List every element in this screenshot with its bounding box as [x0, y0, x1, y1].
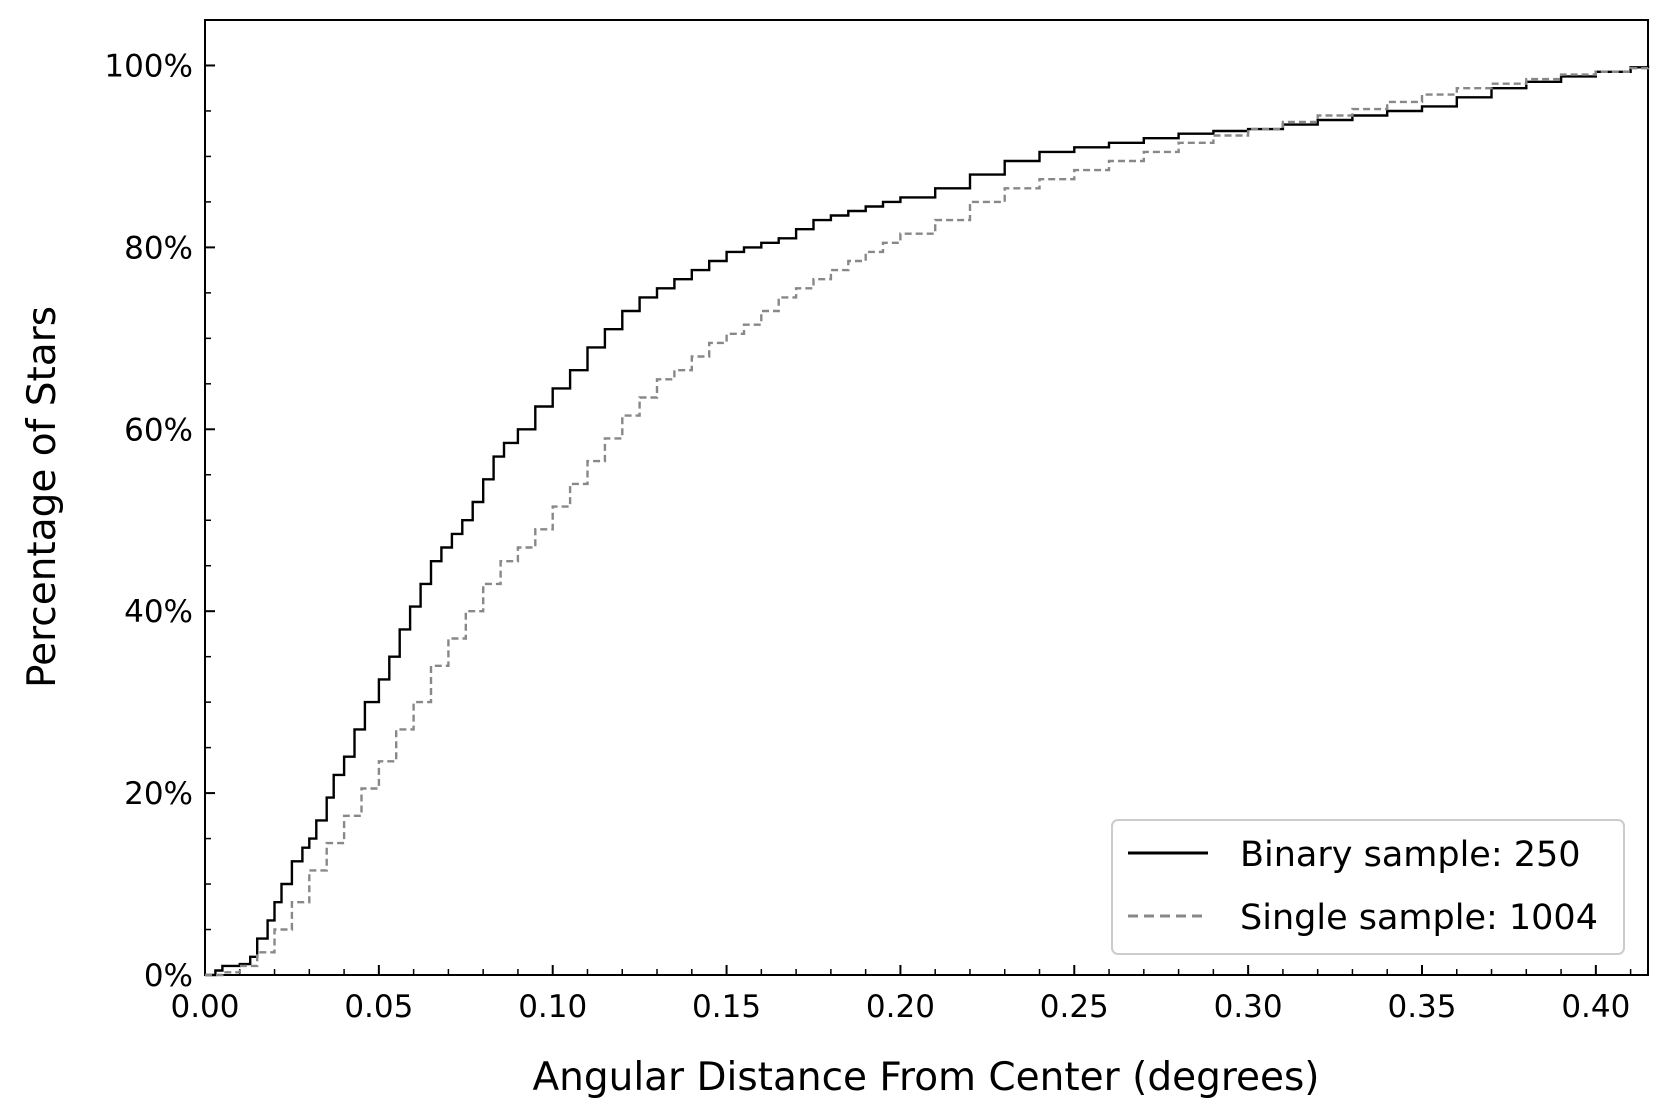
x-axis-title: Angular Distance From Center (degrees) — [532, 1055, 1319, 1100]
x-tick-label: 0.25 — [1040, 989, 1109, 1025]
y-tick-label: 0% — [144, 958, 193, 994]
y-tick-label: 20% — [124, 776, 193, 812]
x-tick-label: 0.05 — [344, 989, 413, 1025]
y-tick-label: 40% — [124, 594, 193, 630]
series-layer — [205, 65, 1650, 977]
x-axis: 0.00 0.05 0.10 0.15 0.20 0.25 0.30 0.35 0.40 — [170, 965, 1630, 1025]
legend-label-binary: Binary sample: 250 — [1240, 835, 1581, 875]
x-tick-label: 0.20 — [866, 989, 935, 1025]
y-tick-label: 60% — [124, 412, 193, 448]
x-tick-label: 0.40 — [1561, 989, 1630, 1025]
x-tick-label: 0.10 — [518, 989, 587, 1025]
x-tick-label: 0.30 — [1214, 989, 1283, 1025]
legend: Binary sample: 250 Single sample: 1004 — [1111, 819, 1625, 955]
legend-box — [1111, 819, 1625, 955]
legend-label-single: Single sample: 1004 — [1240, 898, 1598, 938]
y-tick-label: 80% — [124, 230, 193, 266]
x-tick-label: 0.15 — [692, 989, 761, 1025]
y-axis: 0% 20% 40% 60% 80% 100% — [104, 48, 215, 994]
plot-frame — [204, 19, 1649, 976]
x-tick-label: 0.35 — [1387, 989, 1456, 1025]
x-tick-label: 0.00 — [170, 989, 239, 1025]
minor-ticks — [205, 110, 1632, 975]
y-axis-title: Percentage of Stars — [20, 306, 65, 688]
y-tick-label: 100% — [104, 48, 193, 84]
series-single-line — [205, 65, 1650, 977]
